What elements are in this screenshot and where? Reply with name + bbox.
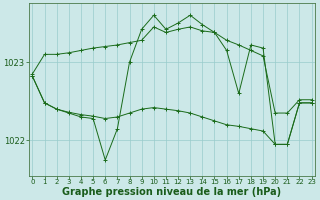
X-axis label: Graphe pression niveau de la mer (hPa): Graphe pression niveau de la mer (hPa) xyxy=(62,187,282,197)
